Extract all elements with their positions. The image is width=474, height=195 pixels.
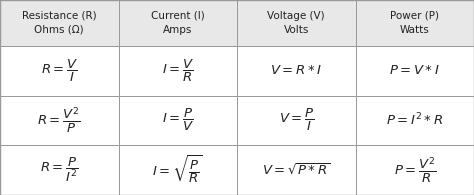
FancyBboxPatch shape bbox=[356, 46, 474, 96]
FancyBboxPatch shape bbox=[0, 96, 118, 145]
FancyBboxPatch shape bbox=[0, 46, 118, 96]
FancyBboxPatch shape bbox=[118, 96, 237, 145]
Text: $V = \dfrac{P}{I}$: $V = \dfrac{P}{I}$ bbox=[279, 107, 314, 133]
FancyBboxPatch shape bbox=[356, 0, 474, 46]
FancyBboxPatch shape bbox=[356, 145, 474, 195]
FancyBboxPatch shape bbox=[0, 145, 118, 195]
FancyBboxPatch shape bbox=[237, 96, 356, 145]
Text: $P = V * I$: $P = V * I$ bbox=[390, 64, 440, 77]
FancyBboxPatch shape bbox=[237, 0, 356, 46]
Text: $I = \dfrac{V}{R}$: $I = \dfrac{V}{R}$ bbox=[162, 58, 194, 84]
FancyBboxPatch shape bbox=[118, 46, 237, 96]
Text: $R = \dfrac{V^2}{P}$: $R = \dfrac{V^2}{P}$ bbox=[37, 105, 81, 135]
Text: $P = \dfrac{V^2}{R}$: $P = \dfrac{V^2}{R}$ bbox=[393, 155, 436, 185]
Text: $R = \dfrac{P}{I^2}$: $R = \dfrac{P}{I^2}$ bbox=[40, 156, 79, 184]
Text: $P = I^2 * R$: $P = I^2 * R$ bbox=[386, 112, 443, 129]
FancyBboxPatch shape bbox=[0, 0, 118, 46]
Text: $R = \dfrac{V}{I}$: $R = \dfrac{V}{I}$ bbox=[41, 58, 78, 84]
FancyBboxPatch shape bbox=[118, 145, 237, 195]
FancyBboxPatch shape bbox=[237, 145, 356, 195]
FancyBboxPatch shape bbox=[356, 96, 474, 145]
Text: $I = \dfrac{P}{V}$: $I = \dfrac{P}{V}$ bbox=[162, 107, 194, 133]
Text: $I = \sqrt{\dfrac{P}{R}}$: $I = \sqrt{\dfrac{P}{R}}$ bbox=[152, 154, 203, 186]
Text: $V = R * I$: $V = R * I$ bbox=[270, 64, 322, 77]
Text: Power (P)
Watts: Power (P) Watts bbox=[390, 11, 439, 35]
FancyBboxPatch shape bbox=[118, 0, 237, 46]
Text: Current (I)
Amps: Current (I) Amps bbox=[151, 11, 205, 35]
Text: $V = \sqrt{P * R}$: $V = \sqrt{P * R}$ bbox=[262, 163, 330, 178]
FancyBboxPatch shape bbox=[237, 46, 356, 96]
Text: Voltage (V)
Volts: Voltage (V) Volts bbox=[267, 11, 325, 35]
Text: Resistance (R)
Ohms (Ω): Resistance (R) Ohms (Ω) bbox=[22, 11, 97, 35]
